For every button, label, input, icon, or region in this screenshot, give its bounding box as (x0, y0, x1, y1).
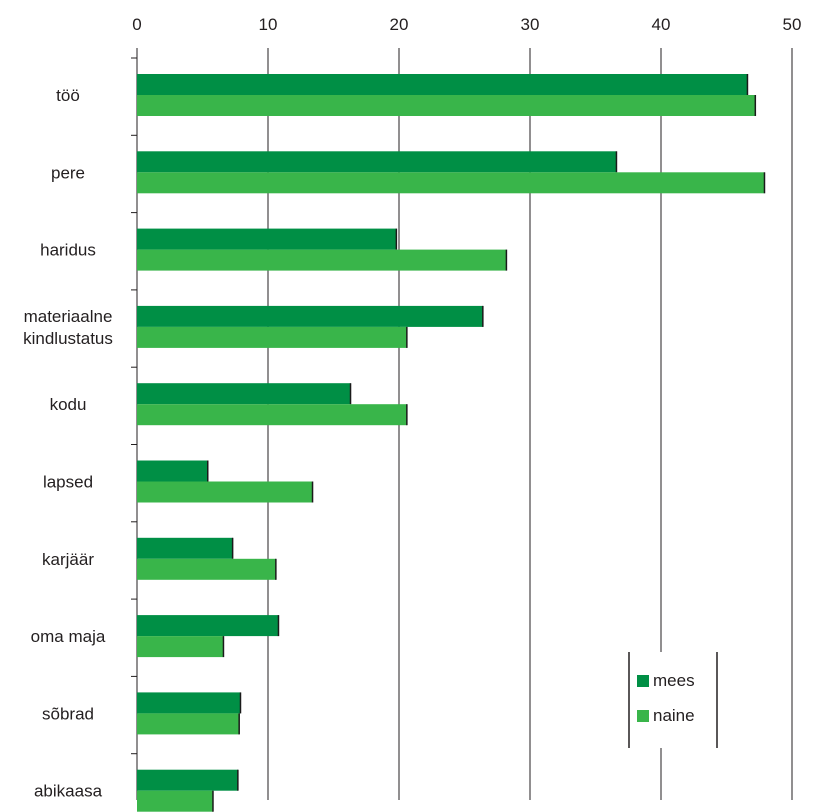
x-tick-label: 40 (652, 15, 671, 34)
bar-naine (137, 713, 240, 735)
bar-mees (137, 151, 617, 173)
category-label: sõbrad (42, 704, 94, 723)
bar-mees (137, 228, 397, 250)
legend-swatch-mees (637, 675, 649, 687)
bar-naine (137, 481, 313, 503)
legend-swatch-naine (637, 710, 649, 722)
category-label: abikaasa (34, 782, 103, 801)
category-label: lapsed (43, 473, 93, 492)
bar-naine (137, 404, 407, 426)
x-tick-label: 30 (521, 15, 540, 34)
bar-mees (137, 74, 748, 95)
category-label: kodu (50, 395, 87, 414)
x-tick-label: 0 (132, 15, 141, 34)
legend-label-mees: mees (653, 671, 695, 690)
bar-mees (137, 537, 233, 559)
bar-naine (137, 636, 224, 658)
category-labels: töö pere haridus materiaalne kindlustatus kod… (23, 86, 113, 801)
x-tick-labels: 0 10 20 30 40 50 (132, 15, 801, 34)
bar-naine (137, 558, 276, 580)
bars (137, 74, 766, 812)
bar-naine (137, 172, 765, 194)
legend-label-naine: naine (653, 706, 695, 725)
legend-box (629, 652, 717, 748)
legend: mees naine (628, 652, 718, 748)
bar-mees (137, 615, 279, 637)
bar-mees (137, 769, 238, 791)
bar-mees (137, 460, 208, 482)
bar-mees (137, 692, 241, 714)
x-tick-label: 10 (259, 15, 278, 34)
x-tick-label: 50 (783, 15, 802, 34)
category-label: materiaalne kindlustatus (23, 307, 113, 348)
bar-mees (137, 383, 351, 405)
bar-naine (137, 249, 507, 271)
category-axis (131, 48, 138, 800)
category-label: oma maja (31, 627, 106, 646)
x-tick-label: 20 (390, 15, 409, 34)
category-label: haridus (40, 241, 96, 260)
bar-naine (137, 790, 213, 812)
bar-naine (137, 95, 756, 116)
bar-mees (137, 305, 483, 327)
bar-naine (137, 326, 407, 348)
category-label: töö (56, 86, 80, 105)
category-label: pere (51, 163, 85, 182)
category-label: karjäär (42, 550, 94, 569)
